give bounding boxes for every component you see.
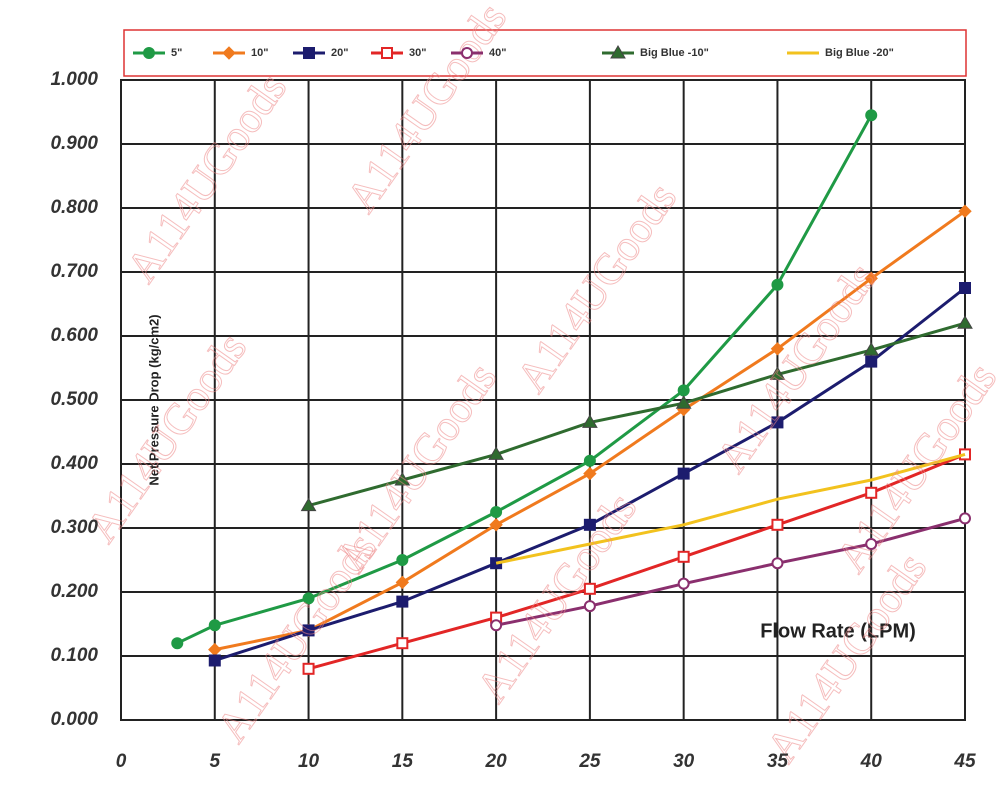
series-group xyxy=(171,109,973,675)
marker xyxy=(302,662,315,675)
marker xyxy=(677,577,690,590)
marker xyxy=(300,497,317,512)
series-line xyxy=(495,452,966,565)
marker xyxy=(583,466,597,481)
marker xyxy=(675,395,692,409)
watermark: A114UGoods xyxy=(757,544,936,771)
marker xyxy=(302,624,315,637)
x-tick-label: 10 xyxy=(298,751,320,772)
y-tick-label: 0.700 xyxy=(50,261,98,282)
marker xyxy=(771,278,784,291)
marker xyxy=(395,575,410,590)
legend-label: 40" xyxy=(489,47,506,59)
x-tick-label: 0 xyxy=(116,751,127,772)
marker xyxy=(959,282,971,294)
x-tick-label: 25 xyxy=(578,751,601,772)
watermark: A114UGoods xyxy=(467,484,646,711)
y-tick-label: 0.000 xyxy=(50,709,98,730)
marker xyxy=(865,486,878,499)
marker xyxy=(865,355,878,368)
marker xyxy=(771,416,784,429)
legend-box xyxy=(123,29,967,77)
y-axis-label: Net Pressure Drop (kg/cm2) xyxy=(146,314,161,485)
marker xyxy=(958,204,972,218)
marker xyxy=(865,538,878,550)
y-tick-label: 0.200 xyxy=(50,581,98,602)
legend-label: 20" xyxy=(331,47,348,59)
legend-label: Big Blue -10" xyxy=(640,47,709,59)
y-tick-label: 0.300 xyxy=(50,517,98,538)
marker xyxy=(583,454,596,467)
legend-marker xyxy=(381,47,393,59)
legend-label: Big Blue -20" xyxy=(825,47,894,59)
legend-marker xyxy=(303,47,315,59)
watermark: A114UGoods xyxy=(207,524,386,751)
marker xyxy=(490,619,503,632)
y-tick-label: 0.600 xyxy=(50,325,98,346)
marker xyxy=(769,366,786,380)
marker xyxy=(583,600,596,613)
marker xyxy=(394,472,411,486)
x-tick-label: 45 xyxy=(953,751,976,772)
marker xyxy=(957,315,973,329)
marker xyxy=(208,654,221,667)
x-tick-label: 5 xyxy=(209,751,220,772)
series-line xyxy=(308,321,966,508)
marker xyxy=(489,518,503,532)
watermark: A114UGoods xyxy=(707,254,886,481)
marker xyxy=(582,414,598,428)
marker xyxy=(677,467,690,480)
marker xyxy=(677,550,690,563)
marker xyxy=(771,518,784,531)
series-line xyxy=(308,453,966,671)
y-tick-label: 0.800 xyxy=(50,197,98,218)
marker xyxy=(677,384,690,397)
y-tick-label: 0.500 xyxy=(50,389,98,410)
marker xyxy=(865,109,878,122)
plot-frame xyxy=(120,79,966,721)
legend-marker xyxy=(610,45,626,59)
marker xyxy=(208,619,221,632)
x-tick-label: 30 xyxy=(673,751,695,772)
y-tick-label: 0.100 xyxy=(50,645,98,666)
marker xyxy=(396,554,409,566)
y-tick-label: 0.900 xyxy=(50,133,98,154)
marker xyxy=(396,595,409,608)
legend-label: 10" xyxy=(251,47,268,59)
x-tick-label: 40 xyxy=(860,751,883,772)
watermark: A114UGoods xyxy=(117,64,296,291)
x-tick-label: 15 xyxy=(392,751,414,772)
watermark: A114UGoods xyxy=(827,354,1000,581)
marker xyxy=(396,637,409,650)
marker xyxy=(490,506,503,518)
marker xyxy=(959,512,971,525)
marker xyxy=(302,592,315,605)
x-axis-label: Flow Rate (LPM) xyxy=(760,620,916,642)
marker xyxy=(864,271,878,286)
legend-label: 30" xyxy=(409,47,426,59)
marker xyxy=(771,557,784,570)
marker xyxy=(583,582,596,595)
marker xyxy=(208,642,222,657)
x-tick-label: 35 xyxy=(767,751,789,772)
marker xyxy=(488,446,504,460)
watermark: A114UGoods xyxy=(77,324,256,551)
marker xyxy=(583,518,596,531)
legend-marker xyxy=(143,47,155,59)
marker xyxy=(770,342,785,356)
legend-marker xyxy=(222,46,236,60)
series-line xyxy=(495,516,966,627)
legend-label: 5" xyxy=(171,47,182,59)
legend-marker xyxy=(461,47,473,59)
marker xyxy=(863,342,880,356)
y-tick-label: 1.000 xyxy=(50,69,98,90)
y-tick-label: 0.400 xyxy=(50,453,98,474)
marker xyxy=(171,637,184,650)
x-tick-label: 20 xyxy=(485,751,508,772)
